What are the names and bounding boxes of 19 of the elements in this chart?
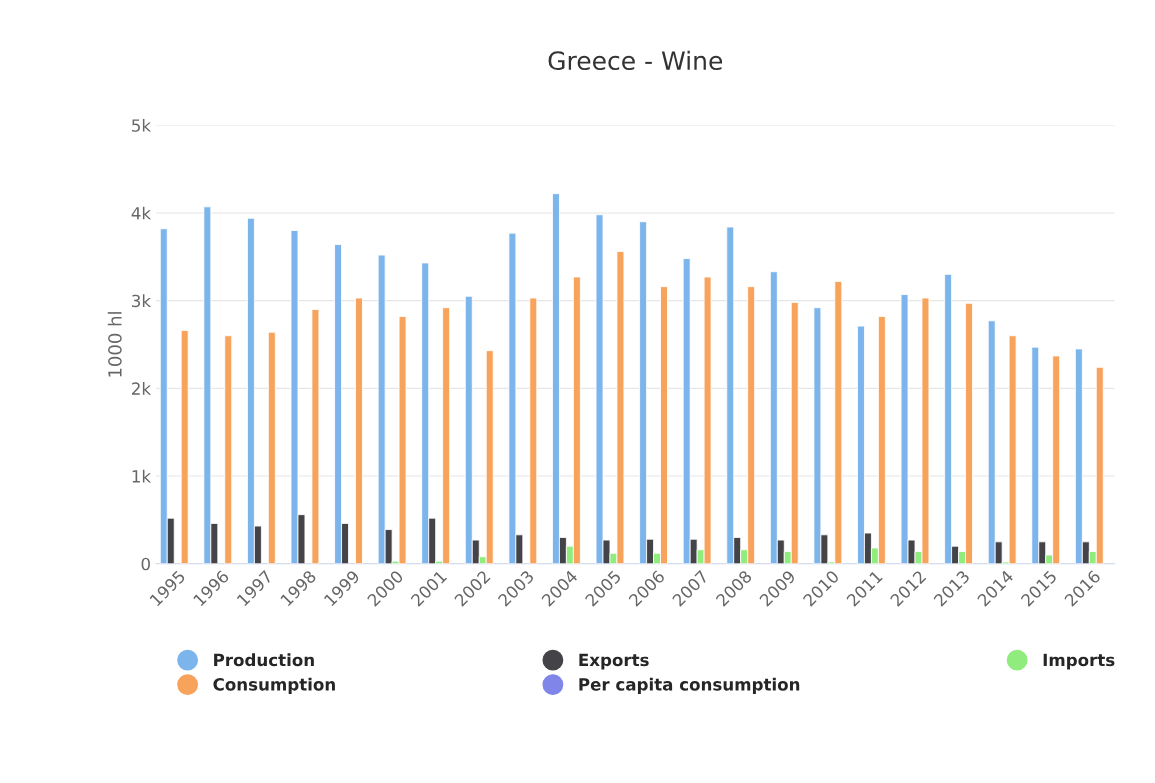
bar bbox=[180, 330, 189, 564]
bar bbox=[355, 297, 363, 564]
bar bbox=[224, 335, 233, 564]
legend-label: Exports bbox=[579, 653, 649, 670]
y-axis-title: 1000 hl bbox=[107, 312, 122, 377]
y-tick-label: 0 bbox=[141, 557, 150, 571]
bar bbox=[311, 309, 320, 564]
y-tick-label: 1k bbox=[132, 469, 152, 483]
bar bbox=[529, 297, 538, 564]
y-tick-label: 2k bbox=[132, 382, 152, 395]
chart-title: Greece - Wine bbox=[548, 50, 723, 71]
y-tick-label: 3k bbox=[132, 294, 152, 308]
legend-label: Imports bbox=[1043, 653, 1115, 670]
legend-label: Per capita consumption bbox=[579, 677, 800, 694]
y-tick-label: 4k bbox=[131, 206, 152, 220]
bar bbox=[267, 331, 276, 564]
legend-label: Production bbox=[214, 653, 314, 667]
legend-label: Consumption bbox=[213, 677, 335, 694]
y-tick-label: 5k bbox=[132, 118, 152, 132]
